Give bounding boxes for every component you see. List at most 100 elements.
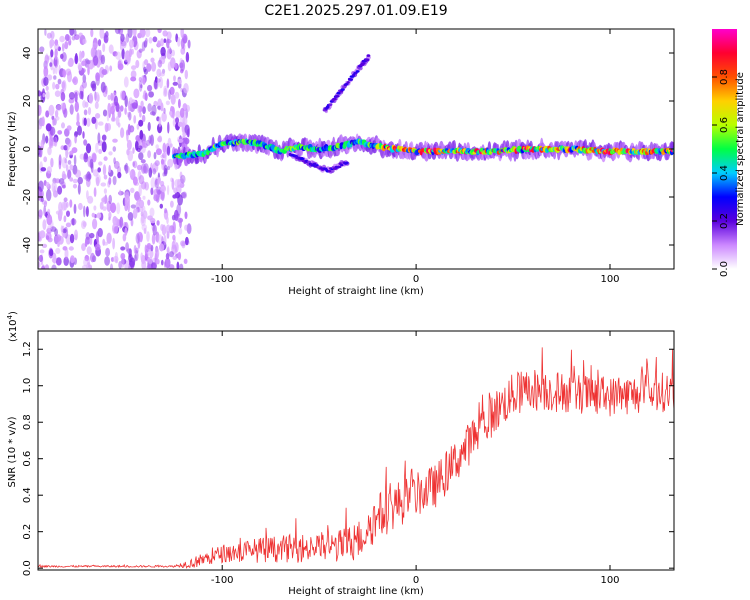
noise-blob xyxy=(157,59,163,68)
noise-blob xyxy=(138,48,143,53)
noise-blob xyxy=(83,109,88,116)
noise-blob xyxy=(130,76,137,82)
noise-blob xyxy=(124,107,127,115)
noise-blob xyxy=(43,156,48,163)
noise-blob xyxy=(85,173,88,181)
noise-blob xyxy=(163,164,168,175)
noise-blob xyxy=(140,100,144,109)
noise-blob xyxy=(132,147,135,154)
noise-blob xyxy=(94,92,100,103)
noise-blob xyxy=(69,177,74,182)
noise-blob xyxy=(38,180,44,192)
noise-blob xyxy=(163,107,166,114)
noise-blob xyxy=(184,69,188,80)
noise-blob xyxy=(175,110,181,119)
noise-blob xyxy=(161,224,167,236)
noise-blob xyxy=(45,135,49,144)
noise-blob xyxy=(166,31,172,40)
noise-blob xyxy=(137,105,141,114)
noise-blob xyxy=(182,122,185,127)
noise-blob xyxy=(62,246,68,251)
noise-blob xyxy=(156,78,161,83)
noise-blob xyxy=(81,60,86,66)
noise-blob xyxy=(97,132,101,144)
noise-blob xyxy=(179,171,183,179)
noise-blob xyxy=(160,46,166,57)
noise-blob xyxy=(165,224,171,235)
noise-blob xyxy=(126,248,132,254)
noise-blob xyxy=(99,201,104,210)
noise-blob xyxy=(98,161,103,166)
noise-blob xyxy=(55,234,62,242)
noise-blob xyxy=(177,78,183,85)
noise-blob xyxy=(105,247,110,257)
noise-blob xyxy=(65,222,72,228)
noise-blob xyxy=(170,57,176,69)
snr-series-line xyxy=(38,347,674,569)
snr-xlabel: Height of straight line (km) xyxy=(288,586,424,597)
noise-blob xyxy=(156,186,162,195)
noise-blob xyxy=(127,29,133,38)
noise-blob xyxy=(50,30,55,40)
noise-blob xyxy=(138,119,144,127)
noise-blob xyxy=(174,91,180,99)
noise-blob xyxy=(69,199,73,208)
noise-blob xyxy=(186,223,192,235)
noise-blob xyxy=(147,121,151,132)
noise-blob xyxy=(167,166,170,171)
noise-blob xyxy=(86,59,91,65)
noise-blob xyxy=(172,194,177,199)
noise-blob xyxy=(38,104,42,116)
noise-blob xyxy=(86,246,92,255)
noise-blob xyxy=(103,241,109,246)
noise-blob xyxy=(153,151,157,160)
noise-blob xyxy=(181,191,187,199)
noise-blob xyxy=(159,203,163,209)
noise-blob xyxy=(147,103,152,112)
noise-blob xyxy=(38,90,42,97)
noise-blob xyxy=(88,92,94,104)
noise-blob xyxy=(126,139,132,151)
noise-blob xyxy=(176,203,182,216)
noise-blob xyxy=(103,34,109,44)
noise-blob xyxy=(108,44,114,54)
noise-blob xyxy=(167,121,170,134)
noise-blob xyxy=(135,196,142,202)
noise-blob xyxy=(93,187,97,198)
noise-blob xyxy=(161,112,167,122)
ytick-label: 1.2 xyxy=(22,341,33,357)
noise-blob xyxy=(58,178,65,185)
snr-ticks: -100 0 100 0.0 0.2 0.4 0.6 0.8 1.0 1.2 xyxy=(22,331,674,586)
noise-blob xyxy=(169,110,173,116)
noise-blob xyxy=(96,212,102,219)
track-core-descending xyxy=(299,157,305,161)
noise-blob xyxy=(101,134,107,141)
noise-blob xyxy=(60,181,66,188)
noise-blob xyxy=(60,91,66,102)
noise-blob xyxy=(72,178,78,184)
noise-blob xyxy=(60,225,64,233)
noise-blob xyxy=(138,80,143,92)
noise-blob xyxy=(142,77,146,85)
spectrogram-xlabel: Height of straight line (km) xyxy=(288,286,424,297)
noise-blob xyxy=(98,121,104,126)
noise-blob xyxy=(180,240,186,247)
noise-blob xyxy=(157,234,163,245)
noise-blob xyxy=(85,206,89,217)
noise-blob xyxy=(79,38,83,44)
noise-blob xyxy=(184,137,190,145)
xtick-label: -100 xyxy=(211,575,234,586)
noise-blob xyxy=(79,90,84,100)
noise-blob xyxy=(104,122,109,133)
noise-blob xyxy=(133,115,137,124)
colorbar: 0.0 0.2 0.4 0.6 0.8 Normalized spectral ampl… xyxy=(712,29,746,277)
noise-blob xyxy=(133,88,140,99)
noise-blob xyxy=(157,177,161,186)
noise-blob xyxy=(68,92,75,100)
noise-blob xyxy=(144,92,148,101)
noise-blob xyxy=(77,64,83,71)
noise-blob xyxy=(95,72,100,82)
noise-blob xyxy=(177,217,184,223)
xtick-label: 0 xyxy=(413,274,419,285)
noise-blob xyxy=(55,83,60,90)
